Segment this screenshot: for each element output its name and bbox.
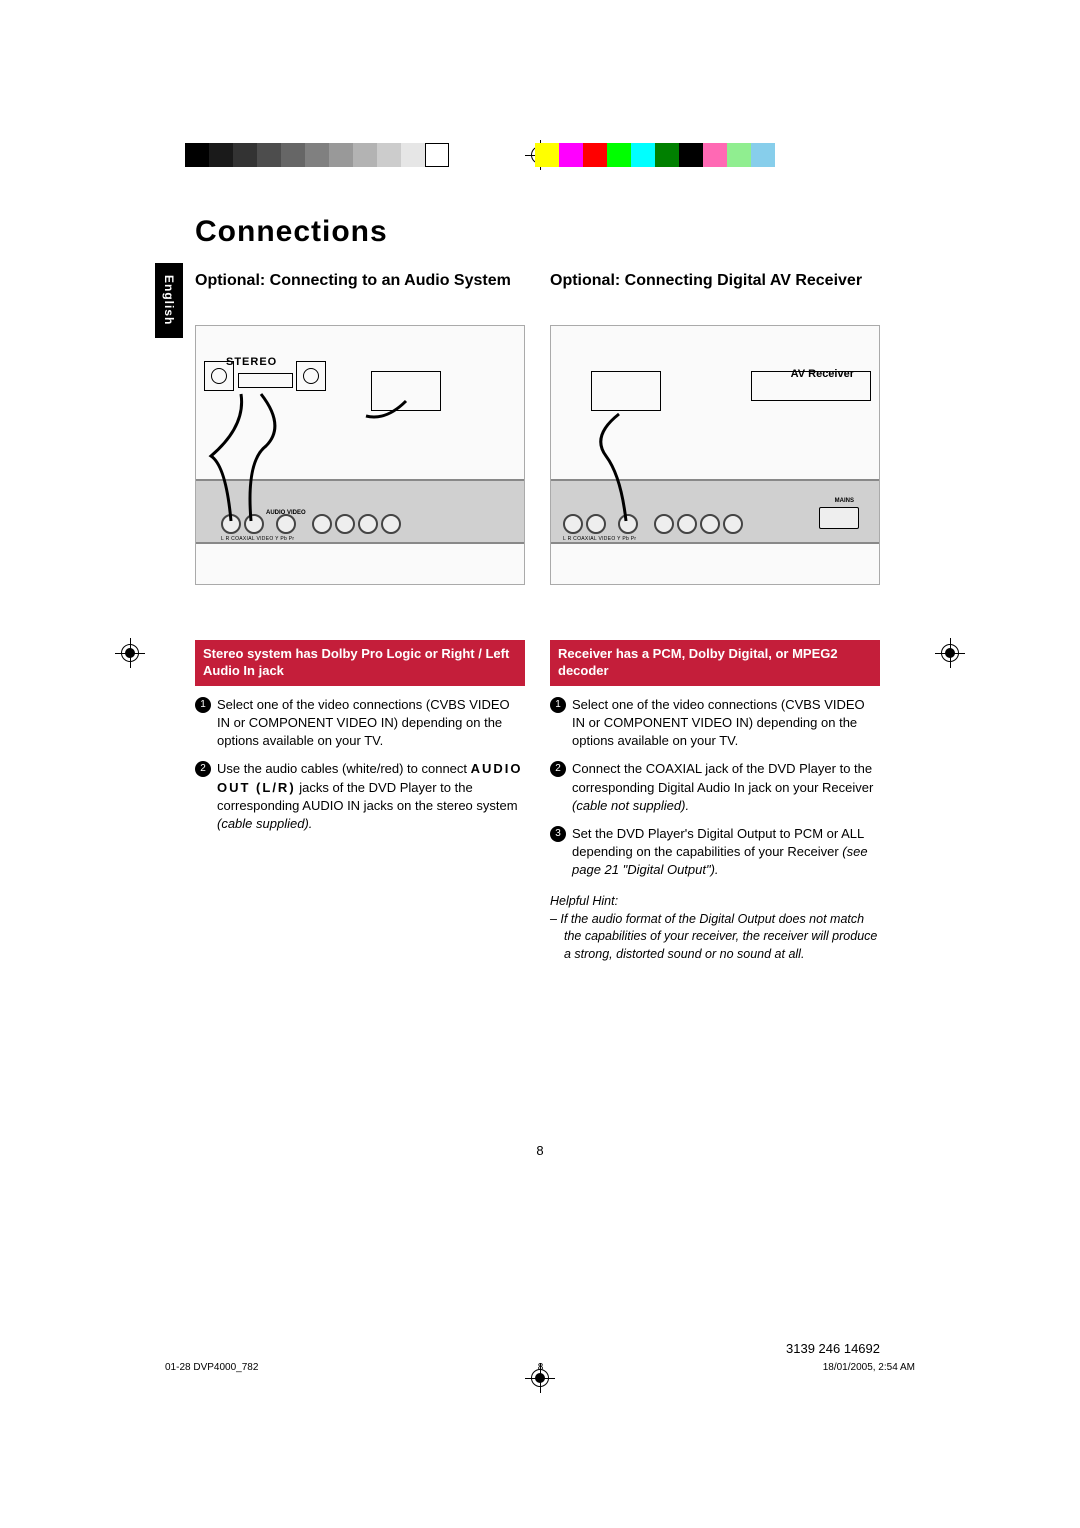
optical-panel (371, 371, 441, 411)
right-step-1-text: Select one of the video connections (CVB… (572, 696, 880, 751)
right-red-header: Receiver has a PCM, Dolby Digital, or MP… (550, 640, 880, 686)
hint-body: – If the audio format of the Digital Out… (550, 911, 880, 964)
mains-socket (819, 507, 859, 529)
text-span: Connect the COAXIAL jack of the DVD Play… (572, 761, 873, 794)
jack-row-labels: L R COAXIAL VIDEO Y Pb Pr (221, 536, 294, 542)
page-number: 8 (195, 1143, 885, 1158)
footer-left: 01-28 DVP4000_782 (165, 1362, 258, 1373)
left-diagram: STEREO AUDIO VIDEO L R COAXIAL VIDEO Y (195, 325, 525, 585)
right-step-3: 3 Set the DVD Player's Digital Output to… (550, 825, 880, 880)
left-step-1: 1 Select one of the video connections (C… (195, 696, 525, 751)
speaker-right-icon (296, 361, 326, 391)
left-step-2: 2 Use the audio cables (white/red) to co… (195, 760, 525, 833)
registration-marks (0, 135, 1080, 175)
hint-title: Helpful Hint: (550, 893, 880, 911)
page-title: Connections (195, 215, 885, 249)
left-red-header: Stereo system has Dolby Pro Logic or Rig… (195, 640, 525, 686)
text-span: Set the DVD Player's Digital Output to P… (572, 826, 864, 859)
grayscale-bar (185, 143, 449, 167)
language-tab: English (155, 263, 183, 338)
crosshair-left (115, 638, 145, 668)
right-step-1: 1 Select one of the video connections (C… (550, 696, 880, 751)
jack-row (563, 514, 743, 534)
color-bar (535, 143, 775, 167)
right-step-2: 2 Connect the COAXIAL jack of the DVD Pl… (550, 760, 880, 815)
document-number: 3139 246 14692 (786, 1341, 880, 1356)
av-receiver-body (751, 371, 871, 401)
step-number-icon: 2 (550, 761, 566, 777)
optical-panel (591, 371, 661, 411)
right-step-3-text: Set the DVD Player's Digital Output to P… (572, 825, 880, 880)
right-diagram: AV Receiver MAINS L R COAXIAL VIDEO Y Pb… (550, 325, 880, 585)
step-number-icon: 2 (195, 761, 211, 777)
right-step-2-text: Connect the COAXIAL jack of the DVD Play… (572, 760, 880, 815)
left-column: Optional: Connecting to an Audio System … (195, 271, 525, 963)
step-number-icon: 1 (195, 697, 211, 713)
coaxial-cable (551, 326, 879, 584)
stereo-body (238, 373, 293, 388)
step-number-icon: 3 (550, 826, 566, 842)
right-subtitle: Optional: Connecting Digital AV Receiver (550, 271, 880, 313)
italic-span: (cable not supplied). (572, 798, 689, 813)
left-step-1-text: Select one of the video connections (CVB… (217, 696, 525, 751)
page-content: English Connections Optional: Connecting… (195, 215, 885, 1158)
mains-label: MAINS (835, 498, 854, 504)
player-body (196, 479, 524, 544)
speaker-left-icon (204, 361, 234, 391)
footer-right: 18/01/2005, 2:54 AM (823, 1362, 915, 1373)
crosshair-right (935, 638, 965, 668)
right-column: Optional: Connecting Digital AV Receiver… (550, 271, 880, 963)
italic-span: (cable supplied). (217, 816, 312, 831)
step-number-icon: 1 (550, 697, 566, 713)
left-subtitle: Optional: Connecting to an Audio System (195, 271, 525, 313)
text-span: Use the audio cables (white/red) to conn… (217, 761, 471, 776)
left-step-2-text: Use the audio cables (white/red) to conn… (217, 760, 525, 833)
audio-jack-label: AUDIO VIDEO (266, 510, 306, 516)
helpful-hint: Helpful Hint: – If the audio format of t… (550, 893, 880, 963)
jack-row (221, 514, 401, 534)
jack-row-labels: L R COAXIAL VIDEO Y Pb Pr (563, 536, 636, 542)
